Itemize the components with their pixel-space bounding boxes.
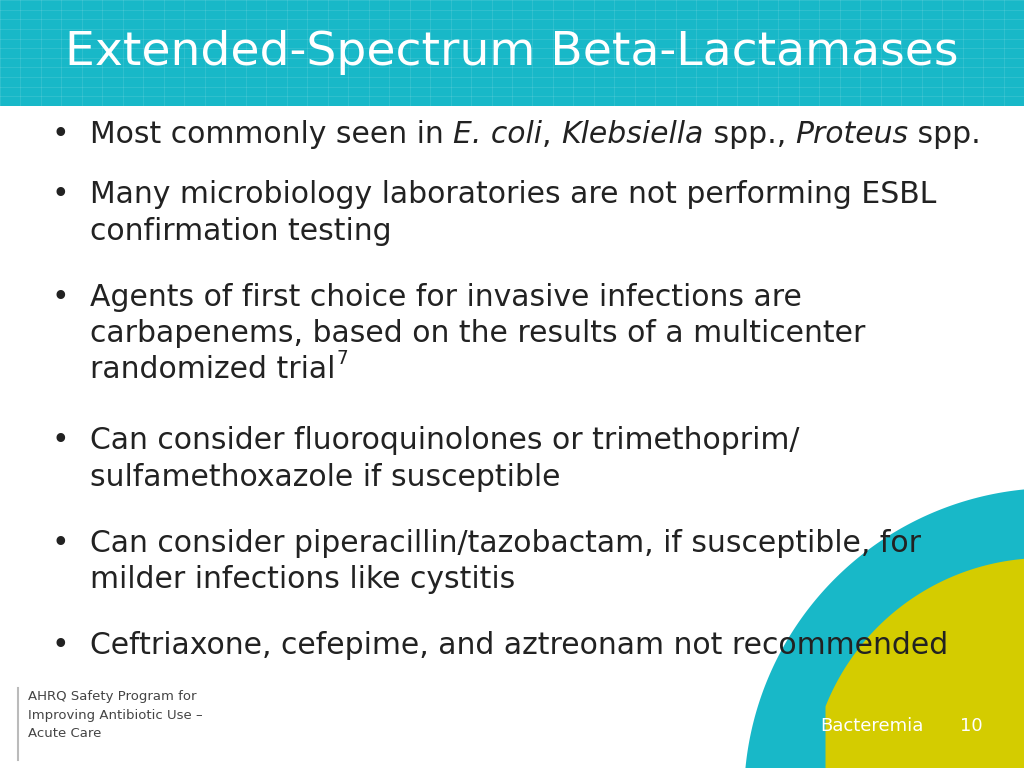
Text: Extended-Spectrum Beta-Lactamases: Extended-Spectrum Beta-Lactamases: [66, 31, 958, 75]
Text: AHRQ Safety Program for
Improving Antibiotic Use –
Acute Care: AHRQ Safety Program for Improving Antibi…: [28, 690, 203, 740]
Text: Can consider piperacillin/tazobactam, if susceptible, for
milder infections like: Can consider piperacillin/tazobactam, if…: [90, 528, 921, 594]
Text: •: •: [52, 120, 70, 149]
Text: Ceftriaxone, cefepime, and aztreonam not recommended: Ceftriaxone, cefepime, and aztreonam not…: [90, 631, 948, 660]
Text: Agents of first choice for invasive infections are
carbapenems, based on the res: Agents of first choice for invasive infe…: [90, 283, 865, 384]
Text: ,: ,: [543, 120, 561, 149]
Text: •: •: [52, 528, 70, 558]
Bar: [0, 106, 1024, 680]
Text: •: •: [52, 283, 70, 312]
Text: 10: 10: [961, 717, 983, 735]
Text: randomized trial: randomized trial: [90, 283, 336, 312]
Text: Most commonly seen in: Most commonly seen in: [90, 120, 454, 149]
Text: Klebsiella: Klebsiella: [561, 120, 703, 149]
Bar: [0, 0, 1024, 106]
Text: •: •: [52, 426, 70, 455]
Text: spp.,: spp.,: [703, 120, 796, 149]
Text: •: •: [52, 631, 70, 660]
Text: 7: 7: [336, 349, 348, 369]
Text: Can consider fluoroquinolones or trimethoprim/
sulfamethoxazole if susceptible: Can consider fluoroquinolones or trimeth…: [90, 426, 800, 492]
Text: Proteus: Proteus: [796, 120, 908, 149]
Bar: [0, 680, 1024, 768]
Text: Many microbiology laboratories are not performing ESBL
confirmation testing: Many microbiology laboratories are not p…: [90, 180, 936, 246]
Polygon shape: [744, 488, 1024, 768]
Text: spp.: spp.: [908, 120, 981, 149]
Text: E. coli: E. coli: [454, 120, 543, 149]
Polygon shape: [825, 558, 1024, 768]
Text: Bacteremia: Bacteremia: [820, 717, 924, 735]
Text: •: •: [52, 180, 70, 210]
